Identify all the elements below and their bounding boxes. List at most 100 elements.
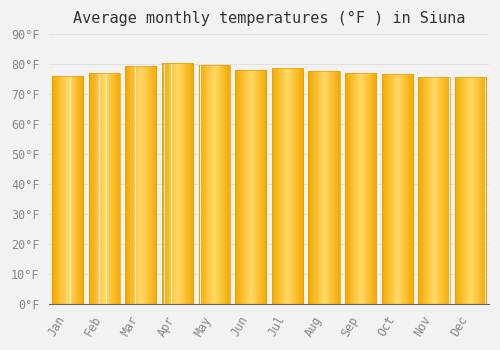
Bar	[479, 77, 480, 304]
Bar	[92, 73, 93, 304]
Bar	[113, 73, 114, 304]
Bar	[351, 73, 352, 304]
Bar	[357, 73, 358, 304]
Bar	[252, 70, 253, 304]
Bar	[445, 77, 446, 304]
Bar	[394, 74, 395, 304]
Bar	[198, 64, 230, 304]
Bar	[443, 77, 444, 304]
Bar	[258, 70, 260, 304]
Bar	[109, 73, 110, 304]
Bar	[359, 73, 360, 304]
Bar	[60, 76, 61, 304]
Bar	[260, 70, 262, 304]
Bar	[178, 63, 179, 304]
Bar	[426, 77, 428, 304]
Bar	[207, 64, 208, 304]
Bar	[62, 76, 63, 304]
Bar	[424, 77, 426, 304]
Bar	[429, 77, 430, 304]
Bar	[442, 77, 443, 304]
Bar	[457, 77, 458, 304]
Bar	[473, 77, 474, 304]
Bar	[145, 66, 146, 304]
Bar	[459, 77, 460, 304]
Bar	[368, 73, 370, 304]
Bar	[466, 77, 467, 304]
Bar	[282, 69, 284, 304]
Bar	[388, 74, 390, 304]
Bar	[138, 66, 140, 304]
Bar	[400, 74, 401, 304]
Bar	[253, 70, 254, 304]
Bar	[63, 76, 64, 304]
Bar	[265, 70, 266, 304]
Bar	[330, 71, 332, 304]
Bar	[99, 73, 100, 304]
Bar	[52, 76, 54, 304]
Bar	[235, 70, 236, 304]
Bar	[398, 74, 399, 304]
Bar	[352, 73, 354, 304]
Bar	[360, 73, 361, 304]
Bar	[162, 63, 193, 304]
Bar	[133, 66, 134, 304]
Bar	[284, 69, 285, 304]
Bar	[213, 64, 214, 304]
Bar	[64, 76, 65, 304]
Bar	[336, 71, 337, 304]
Bar	[460, 77, 462, 304]
Bar	[106, 73, 107, 304]
Bar	[198, 64, 199, 304]
Bar	[94, 73, 95, 304]
Bar	[408, 74, 409, 304]
Bar	[365, 73, 366, 304]
Bar	[311, 71, 312, 304]
Bar	[131, 66, 132, 304]
Bar	[174, 63, 176, 304]
Bar	[393, 74, 394, 304]
Bar	[329, 71, 330, 304]
Bar	[183, 63, 184, 304]
Bar	[141, 66, 142, 304]
Bar	[226, 64, 227, 304]
Bar	[362, 73, 363, 304]
Bar	[166, 63, 167, 304]
Bar	[326, 71, 327, 304]
Bar	[88, 73, 120, 304]
Bar	[480, 77, 481, 304]
Bar	[279, 69, 280, 304]
Bar	[52, 76, 83, 304]
Bar	[135, 66, 136, 304]
Bar	[481, 77, 482, 304]
Bar	[373, 73, 374, 304]
Bar	[220, 64, 221, 304]
Bar	[286, 69, 287, 304]
Bar	[288, 69, 289, 304]
Bar	[358, 73, 359, 304]
Bar	[477, 77, 478, 304]
Bar	[472, 77, 473, 304]
Bar	[93, 73, 94, 304]
Bar	[126, 66, 127, 304]
Bar	[246, 70, 248, 304]
Bar	[56, 76, 57, 304]
Bar	[242, 70, 243, 304]
Title: Average monthly temperatures (°F ) in Siuna: Average monthly temperatures (°F ) in Si…	[73, 11, 466, 26]
Bar	[83, 76, 84, 304]
Bar	[413, 74, 414, 304]
Bar	[420, 77, 421, 304]
Bar	[299, 69, 300, 304]
Bar	[224, 64, 226, 304]
Bar	[468, 77, 469, 304]
Bar	[80, 76, 82, 304]
Bar	[169, 63, 170, 304]
Bar	[375, 73, 376, 304]
Bar	[151, 66, 152, 304]
Bar	[101, 73, 102, 304]
Bar	[294, 69, 296, 304]
Bar	[215, 64, 216, 304]
Bar	[310, 71, 311, 304]
Bar	[236, 70, 237, 304]
Bar	[168, 63, 169, 304]
